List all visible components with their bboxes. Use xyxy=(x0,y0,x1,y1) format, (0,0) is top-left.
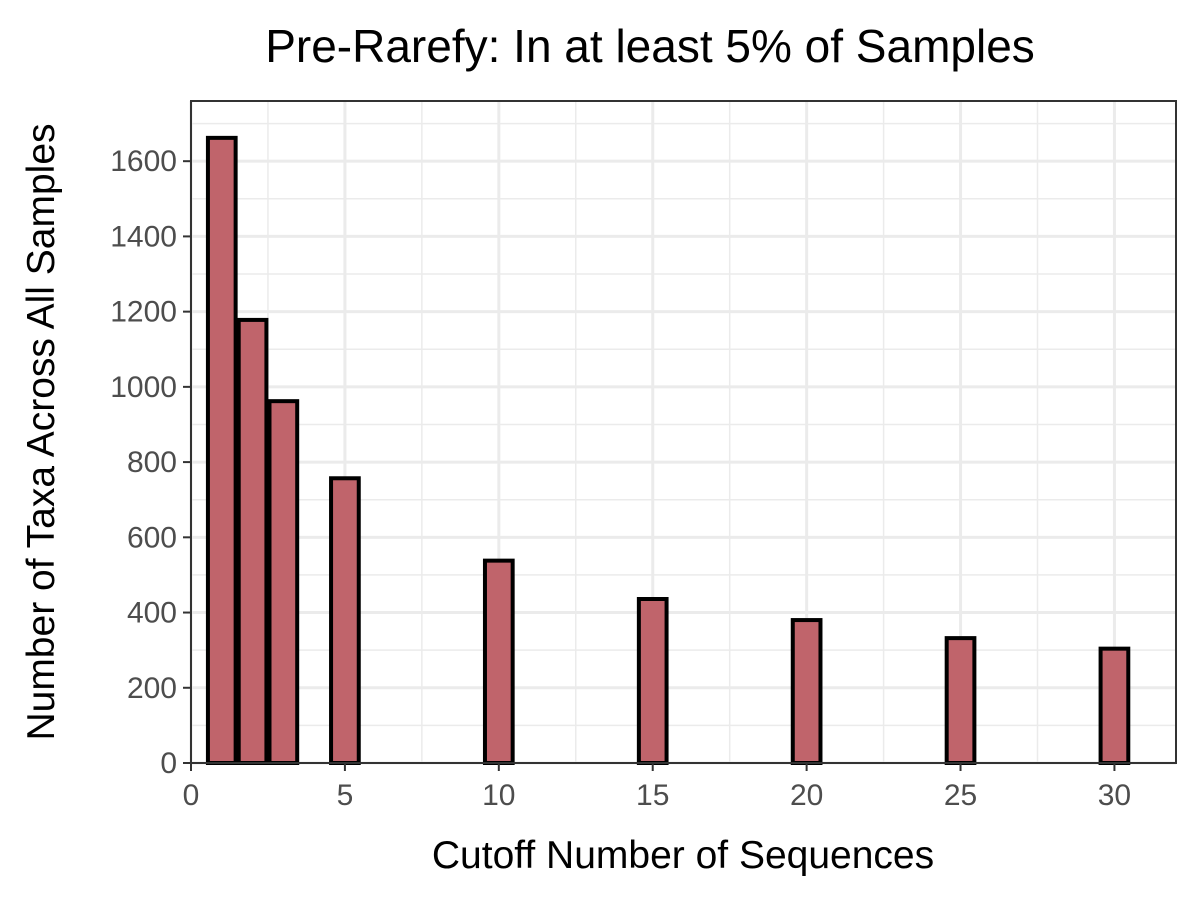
bar-cutoff-5 xyxy=(329,476,361,765)
x-tick-label: 5 xyxy=(337,779,354,812)
x-tick-label: 20 xyxy=(790,779,823,812)
y-tick-label: 1600 xyxy=(110,145,177,178)
y-tick-label: 200 xyxy=(127,672,177,705)
axis-layer: 0 5 10 15 20 25 30 0 200 400 600 800 1000 1200 1400 160… xyxy=(110,145,1131,812)
x-tick-label: 30 xyxy=(1098,779,1131,812)
y-tick-label: 1000 xyxy=(110,371,177,404)
y-tick-label: 400 xyxy=(127,597,177,630)
bar-cutoff-1 xyxy=(205,135,238,765)
y-tick-label: 800 xyxy=(127,446,177,479)
x-tick-label: 10 xyxy=(482,779,515,812)
bar-cutoff-30 xyxy=(1098,646,1131,765)
bar-cutoff-20 xyxy=(790,618,823,765)
y-axis-title: Number of Taxa Across All Samples xyxy=(20,123,63,740)
chart-title: Pre-Rarefy: In at least 5% of Samples xyxy=(265,20,1035,72)
x-tick-label: 15 xyxy=(636,779,669,812)
bar-layer xyxy=(205,135,1131,766)
x-tick-label: 25 xyxy=(944,779,977,812)
y-tick-label: 1200 xyxy=(110,296,177,329)
plot-panel-border xyxy=(190,100,1177,764)
y-tick-label: 600 xyxy=(127,521,177,554)
x-axis-title: Cutoff Number of Sequences xyxy=(432,834,934,877)
bar-cutoff-3 xyxy=(267,399,300,765)
bar-cutoff-25 xyxy=(944,636,977,766)
x-tick-label: 0 xyxy=(183,779,200,812)
bar-cutoff-10 xyxy=(482,558,515,765)
y-tick-label: 1400 xyxy=(110,220,177,253)
bar-cutoff-2 xyxy=(236,317,269,765)
bar-cutoff-15 xyxy=(636,597,669,765)
y-tick-label: 0 xyxy=(160,747,177,780)
